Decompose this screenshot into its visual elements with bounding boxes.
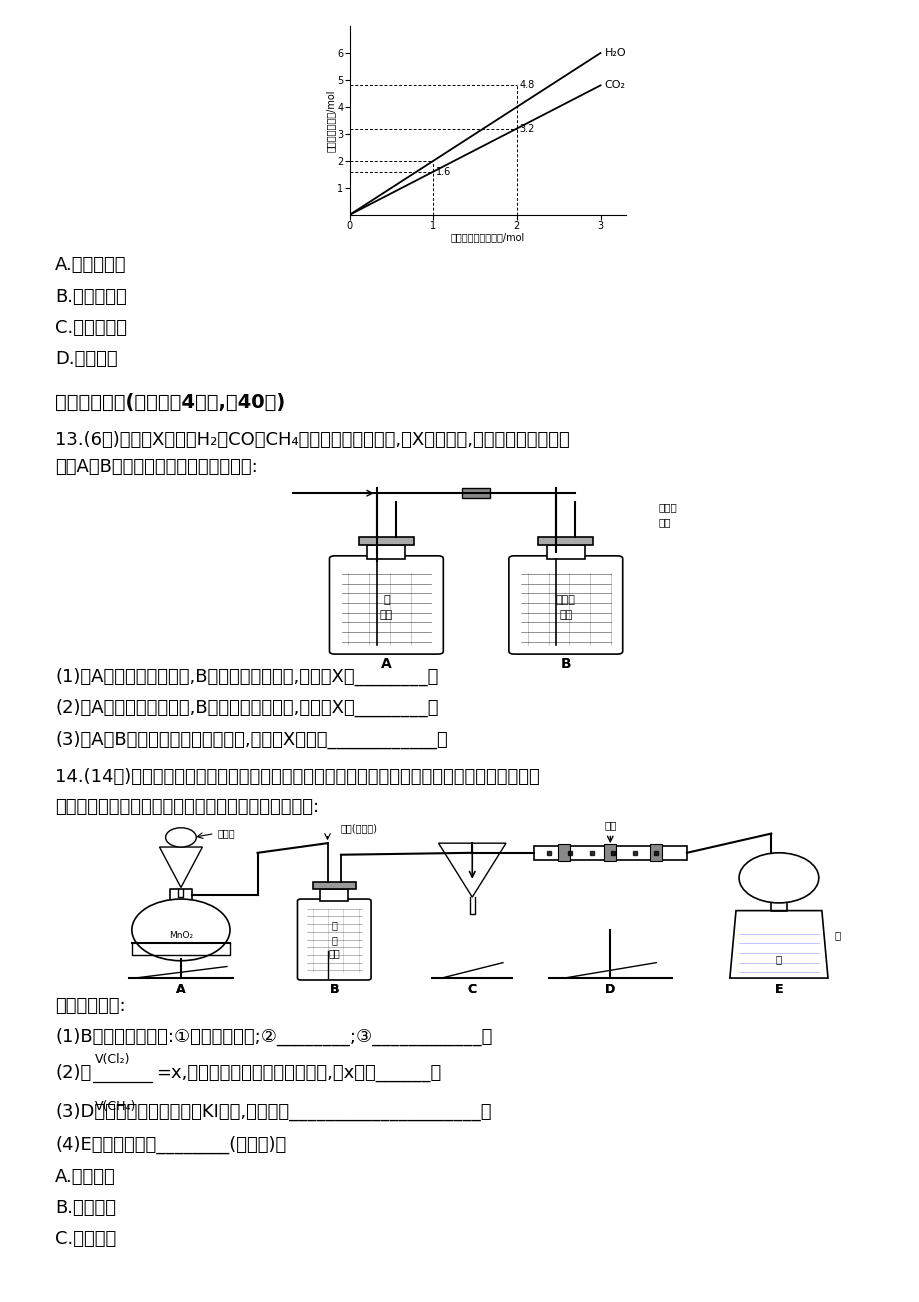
Text: 澄清石: 澄清石 xyxy=(658,501,677,512)
Text: 二、非选择题(本题包括4小题,共40分): 二、非选择题(本题包括4小题,共40分) xyxy=(55,393,285,413)
Text: D: D xyxy=(605,983,615,996)
Polygon shape xyxy=(438,844,505,897)
Bar xyxy=(650,844,662,862)
Circle shape xyxy=(738,853,818,902)
Circle shape xyxy=(131,900,230,961)
Text: A.收集气体: A.收集气体 xyxy=(55,1168,116,1186)
Text: 石棉: 石棉 xyxy=(604,820,616,829)
Bar xyxy=(558,844,570,862)
Text: 根据要求填空:: 根据要求填空: xyxy=(55,997,126,1016)
Text: 浓: 浓 xyxy=(382,595,390,605)
Text: (1)B装置有三种功能:①均匀混合气体;②________;③____________。: (1)B装置有三种功能:①均匀混合气体;②________;③_________… xyxy=(55,1027,492,1046)
Bar xyxy=(546,546,584,559)
Text: 灰水: 灰水 xyxy=(658,517,671,527)
Text: B.吸收氯气: B.吸收氯气 xyxy=(55,1199,116,1217)
Text: H₂O: H₂O xyxy=(604,48,626,59)
Text: 灰水: 灰水 xyxy=(559,609,572,620)
Text: (2)若A洗气瓶的质量不变,B洗气瓶的质量增加,则气体X是________。: (2)若A洗气瓶的质量不变,B洗气瓶的质量增加,则气体X是________。 xyxy=(55,699,438,717)
Bar xyxy=(367,546,405,559)
Text: CO₂: CO₂ xyxy=(604,81,625,90)
Bar xyxy=(358,536,414,546)
Bar xyxy=(533,846,686,859)
Text: (2)设: (2)设 xyxy=(55,1064,91,1082)
Text: E: E xyxy=(774,983,782,996)
Text: MnO₂: MnO₂ xyxy=(169,931,193,940)
Text: =x,若理论上欲获得最多的氯化氢,则x值应______。: =x,若理论上欲获得最多的氯化氢,则x值应______。 xyxy=(156,1064,441,1082)
Text: 14.(14分)利用甲烷与氯气发生取代反应制取副产品盐酸的设想在工业上已成为现实。某化学兴趣: 14.(14分)利用甲烷与氯气发生取代反应制取副产品盐酸的设想在工业上已成为现实… xyxy=(55,768,539,786)
Bar xyxy=(604,844,616,862)
FancyBboxPatch shape xyxy=(508,556,622,654)
Circle shape xyxy=(165,828,196,848)
Text: C: C xyxy=(467,983,476,996)
Y-axis label: 气体的物质的量/mol: 气体的物质的量/mol xyxy=(325,89,335,152)
Text: 澄清石: 澄清石 xyxy=(555,595,575,605)
Text: V(Cl₂): V(Cl₂) xyxy=(95,1053,130,1066)
Polygon shape xyxy=(729,910,827,978)
Text: 硫酸: 硫酸 xyxy=(380,609,392,620)
Bar xyxy=(312,881,356,889)
Text: 甲烷(含水分): 甲烷(含水分) xyxy=(340,823,377,833)
Text: C.防止倒吸: C.防止倒吸 xyxy=(55,1230,117,1249)
Text: A.一定有甲烷: A.一定有甲烷 xyxy=(55,256,127,275)
Text: 3.2: 3.2 xyxy=(519,124,534,134)
Text: 水: 水 xyxy=(834,931,839,940)
FancyBboxPatch shape xyxy=(329,556,443,654)
Text: 水: 水 xyxy=(775,954,781,963)
Text: 通过A、B两个洗气瓶。试回答下列问题:: 通过A、B两个洗气瓶。试回答下列问题: xyxy=(55,458,257,477)
Text: B: B xyxy=(329,983,338,996)
Text: 液盐酸: 液盐酸 xyxy=(218,828,235,838)
Text: (3)D装置的石棉中均匀混有KI粉末,其作用是_____________________。: (3)D装置的石棉中均匀混有KI粉末,其作用是_________________… xyxy=(55,1103,491,1121)
Text: A: A xyxy=(380,656,391,671)
Polygon shape xyxy=(159,848,202,888)
Text: A: A xyxy=(176,983,186,996)
Text: B: B xyxy=(560,656,571,671)
Text: B.一定有乙烷: B.一定有乙烷 xyxy=(55,288,127,306)
Text: B: B xyxy=(329,983,338,996)
Text: 硫: 硫 xyxy=(331,935,337,945)
FancyBboxPatch shape xyxy=(297,900,370,980)
Text: 浓: 浓 xyxy=(331,921,337,930)
Text: D: D xyxy=(605,983,615,996)
Text: (4)E装置的作用是________(填编号)。: (4)E装置的作用是________(填编号)。 xyxy=(55,1135,286,1154)
Text: (1)若A洗气瓶的质量增加,B洗气瓶的质量不变,则气体X是________。: (1)若A洗气瓶的质量增加,B洗气瓶的质量不变,则气体X是________。 xyxy=(55,668,438,686)
Text: (3)若A、B两个洗气瓶的质量都增加,则气体X可能是____________。: (3)若A、B两个洗气瓶的质量都增加,则气体X可能是____________。 xyxy=(55,730,448,749)
Text: E: E xyxy=(774,983,782,996)
Text: 1.6: 1.6 xyxy=(436,167,450,177)
Text: C.一定有乙烯: C.一定有乙烯 xyxy=(55,319,127,337)
Bar xyxy=(538,536,593,546)
X-axis label: 混合烃的总物质的量/mol: 混合烃的总物质的量/mol xyxy=(450,233,524,242)
Text: 4.8: 4.8 xyxy=(519,81,534,90)
Text: D.一定有苯: D.一定有苯 xyxy=(55,350,118,368)
Text: A: A xyxy=(176,983,186,996)
Text: 酸光: 酸光 xyxy=(328,948,340,958)
Text: 小组在实验室中模拟上述过程。其设计的模拟装置如下:: 小组在实验室中模拟上述过程。其设计的模拟装置如下: xyxy=(55,798,319,816)
Text: V(CH₄): V(CH₄) xyxy=(95,1100,136,1113)
Text: 13.(6分)某气体X可能由H₂、CO、CH₄中的一种或几种组成,将X气体燃烧,把燃烧后生成的气体: 13.(6分)某气体X可能由H₂、CO、CH₄中的一种或几种组成,将X气体燃烧,… xyxy=(55,431,570,449)
Bar xyxy=(462,488,489,497)
Text: C: C xyxy=(467,983,476,996)
Bar xyxy=(320,889,347,901)
